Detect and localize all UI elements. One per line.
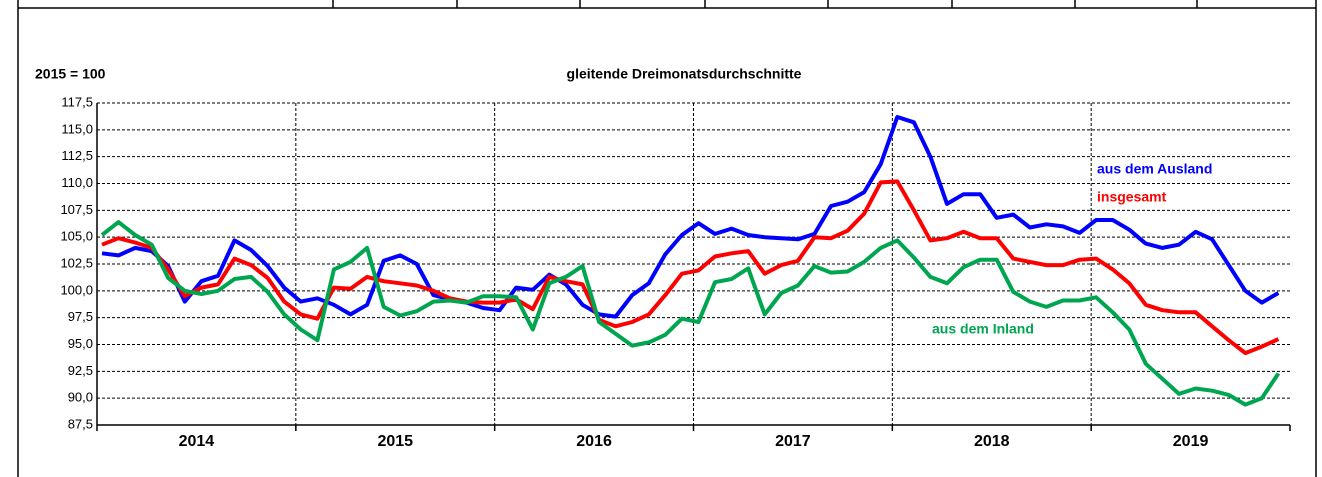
x-group-label: 2015 [377,433,413,450]
y-tick-label: 97,5 [68,309,93,324]
y-tick-label: 100,0 [60,282,93,297]
x-group-label: 2016 [576,433,612,450]
subtitle: 2015 = 100 [35,66,106,82]
chart-title: gleitende Dreimonatsdurchschnitte [567,66,802,82]
frame [17,0,1317,477]
y-tick-label: 105,0 [60,229,93,244]
series-label: insgesamt [1097,189,1167,205]
y-tick-label: 107,5 [60,202,93,217]
y-tick-label: 90,0 [68,390,93,405]
y-tick-label: 95,0 [68,336,93,351]
y-tick-label: 92,5 [68,363,93,378]
series-line [101,179,1280,356]
y-tick-label: 102,5 [60,255,93,270]
y-tick-label: 112,5 [61,148,93,163]
series-line [101,115,1280,319]
series-line [100,220,1281,407]
y-tick-label: 115,0 [61,121,93,136]
x-group-label: 2018 [974,433,1010,450]
series-label: aus dem Ausland [1097,161,1212,177]
y-tick-label: 110,0 [61,175,93,190]
y-tick-label: 117,5 [61,94,93,109]
x-group-label: 2014 [179,433,215,450]
series-label: aus dem Inland [932,321,1034,337]
y-tick-label: 87,5 [68,416,93,431]
x-group-label: 2017 [775,433,811,450]
x-group-label: 2019 [1173,433,1209,450]
